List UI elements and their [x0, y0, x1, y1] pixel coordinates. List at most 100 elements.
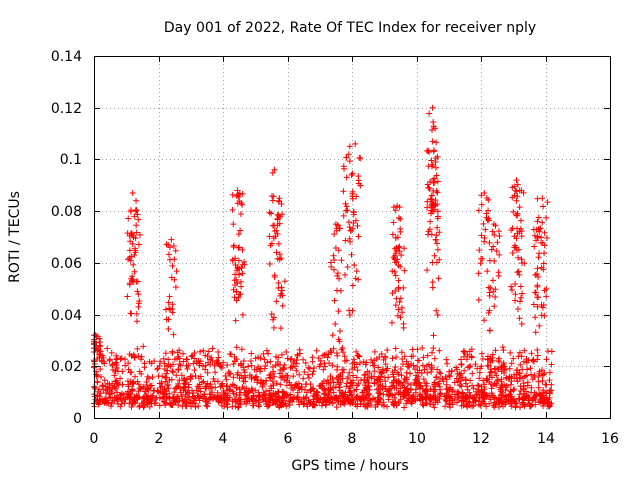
data-point	[140, 384, 147, 391]
data-point	[487, 356, 494, 363]
data-point	[197, 373, 204, 380]
data-point	[165, 381, 172, 388]
data-point	[422, 393, 429, 400]
data-point	[162, 350, 169, 357]
data-point	[154, 366, 161, 373]
x-tick-labels: 0 2 4 6 8 10 12 14 16	[90, 431, 619, 447]
x-tick-label: 8	[348, 431, 357, 447]
data-point	[475, 207, 482, 214]
data-point	[316, 382, 323, 389]
data-point	[125, 388, 132, 395]
data-point	[401, 353, 408, 360]
data-point	[518, 320, 525, 327]
data-point	[546, 377, 553, 384]
data-point	[429, 284, 436, 291]
data-point	[391, 245, 398, 252]
data-point	[349, 170, 356, 177]
data-point	[443, 392, 450, 399]
data-point	[313, 389, 320, 396]
data-point	[350, 356, 357, 363]
data-point	[363, 376, 370, 383]
data-point	[431, 388, 438, 395]
data-point	[428, 157, 435, 164]
data-point	[442, 373, 449, 380]
data-point	[332, 320, 339, 327]
data-point	[333, 404, 340, 411]
data-point	[176, 361, 183, 368]
data-point	[348, 171, 355, 178]
data-point	[494, 365, 501, 372]
data-point	[154, 365, 161, 372]
data-point	[209, 389, 216, 396]
data-point	[499, 399, 506, 406]
data-point	[239, 270, 246, 277]
data-point	[277, 381, 284, 388]
data-point	[431, 404, 438, 411]
data-point	[236, 271, 243, 278]
data-point	[534, 195, 541, 202]
data-point	[246, 372, 253, 379]
data-point	[339, 369, 346, 376]
data-point	[229, 191, 236, 198]
data-point	[286, 398, 293, 405]
data-point	[345, 219, 352, 226]
data-point	[414, 377, 421, 384]
data-point	[386, 386, 393, 393]
data-point	[318, 402, 325, 409]
data-point	[512, 297, 519, 304]
data-point	[207, 361, 214, 368]
data-point	[145, 386, 152, 393]
data-point	[540, 203, 547, 210]
data-point	[397, 391, 404, 398]
data-point	[352, 140, 359, 147]
data-point	[114, 397, 121, 404]
data-point	[511, 183, 518, 190]
data-point	[293, 367, 300, 374]
data-point	[536, 399, 543, 406]
data-point	[508, 227, 515, 234]
data-point	[421, 380, 428, 387]
data-point	[278, 200, 285, 207]
data-point	[200, 347, 207, 354]
data-point	[520, 399, 527, 406]
data-point	[437, 370, 444, 377]
data-point	[508, 283, 515, 290]
data-point	[279, 373, 286, 380]
data-point	[296, 385, 303, 392]
data-point	[531, 243, 538, 250]
x-tick-label: 12	[472, 431, 490, 447]
data-point	[397, 379, 404, 386]
data-point	[431, 379, 438, 386]
data-point	[541, 287, 548, 294]
data-point	[266, 209, 273, 216]
data-point	[133, 197, 140, 204]
data-point	[241, 258, 248, 265]
data-point	[204, 403, 211, 410]
data-point	[310, 368, 317, 375]
data-point	[92, 345, 99, 352]
data-point	[163, 241, 170, 248]
data-point	[428, 163, 435, 170]
data-point	[97, 366, 104, 373]
y-tick-label: 0	[73, 411, 82, 427]
data-point	[460, 402, 467, 409]
data-point	[392, 363, 399, 370]
data-point	[129, 276, 136, 283]
data-point	[204, 380, 211, 387]
data-point	[522, 388, 529, 395]
data-point	[490, 243, 497, 250]
data-point	[536, 250, 543, 257]
data-point	[371, 368, 378, 375]
data-point	[281, 278, 288, 285]
data-point	[229, 403, 236, 410]
data-point	[360, 401, 367, 408]
data-point	[169, 349, 176, 356]
data-point	[523, 356, 530, 363]
data-point	[314, 389, 321, 396]
data-point	[165, 356, 172, 363]
data-point	[289, 364, 296, 371]
data-point	[430, 187, 437, 194]
data-point	[180, 358, 187, 365]
data-point	[178, 393, 185, 400]
data-point	[514, 306, 521, 313]
